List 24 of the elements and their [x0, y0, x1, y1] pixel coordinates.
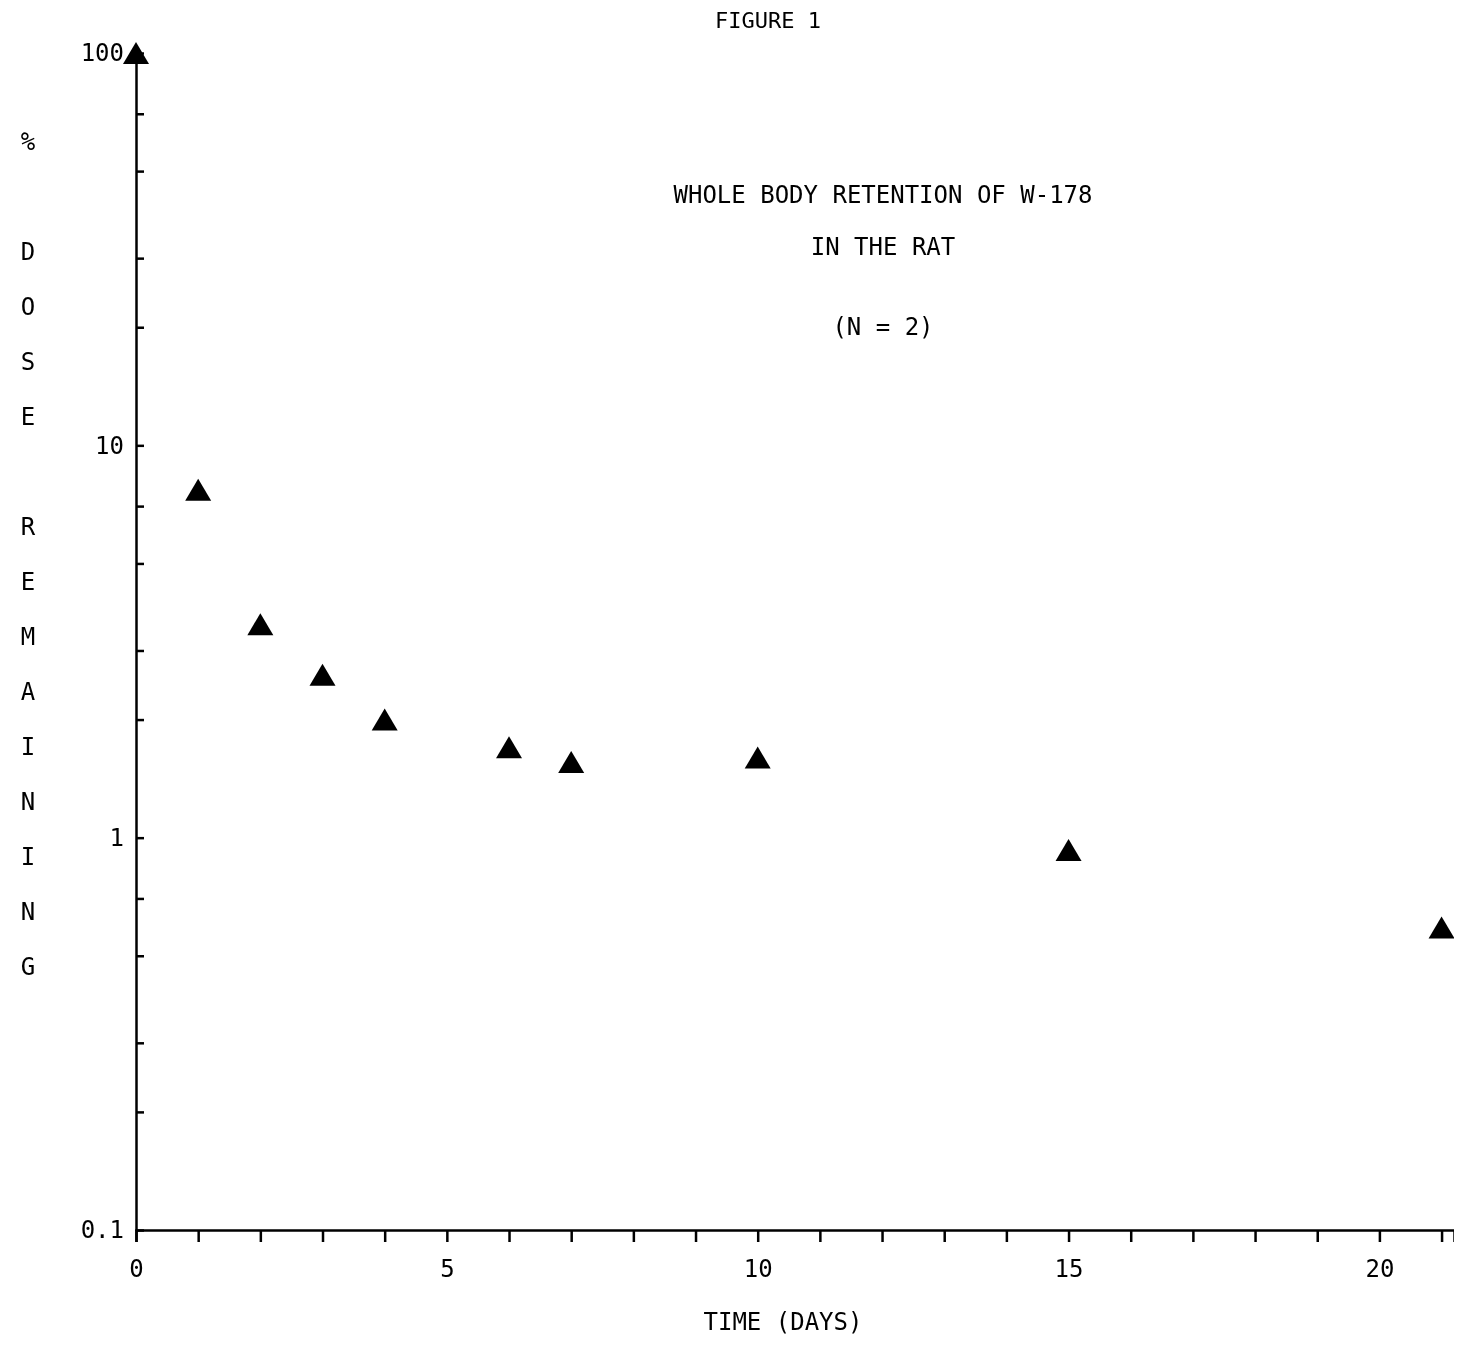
point [371, 708, 398, 731]
y-tick-label: 100 [80, 39, 124, 68]
x-tick-label: 0 [129, 1255, 144, 1284]
caption: FIGURE 1 [715, 8, 821, 33]
text: WHOLE BODY RETENTION OF W-178 IN THE RAT [673, 181, 1093, 261]
y-axis-title: % DOSE REMAINING [14, 128, 42, 1008]
y-tick-label: 1 [109, 823, 124, 852]
point [1428, 916, 1454, 939]
x-tick-label: 10 [743, 1255, 773, 1284]
x-axis-title: TIME (DAYS) [703, 1308, 863, 1336]
point [1055, 839, 1082, 862]
point [558, 750, 585, 773]
y-tick-label: 0.1 [80, 1216, 124, 1245]
point [496, 736, 523, 759]
point [309, 663, 336, 686]
x-tick-label: 20 [1365, 1255, 1395, 1284]
point [247, 613, 274, 636]
point [123, 42, 149, 64]
text: (N = 2) [832, 313, 934, 341]
x-tick-label: 15 [1054, 1255, 1084, 1284]
y-tick-label: 10 [95, 431, 124, 460]
point [744, 746, 771, 769]
x-tick-label: 5 [440, 1255, 455, 1284]
point [185, 478, 212, 501]
